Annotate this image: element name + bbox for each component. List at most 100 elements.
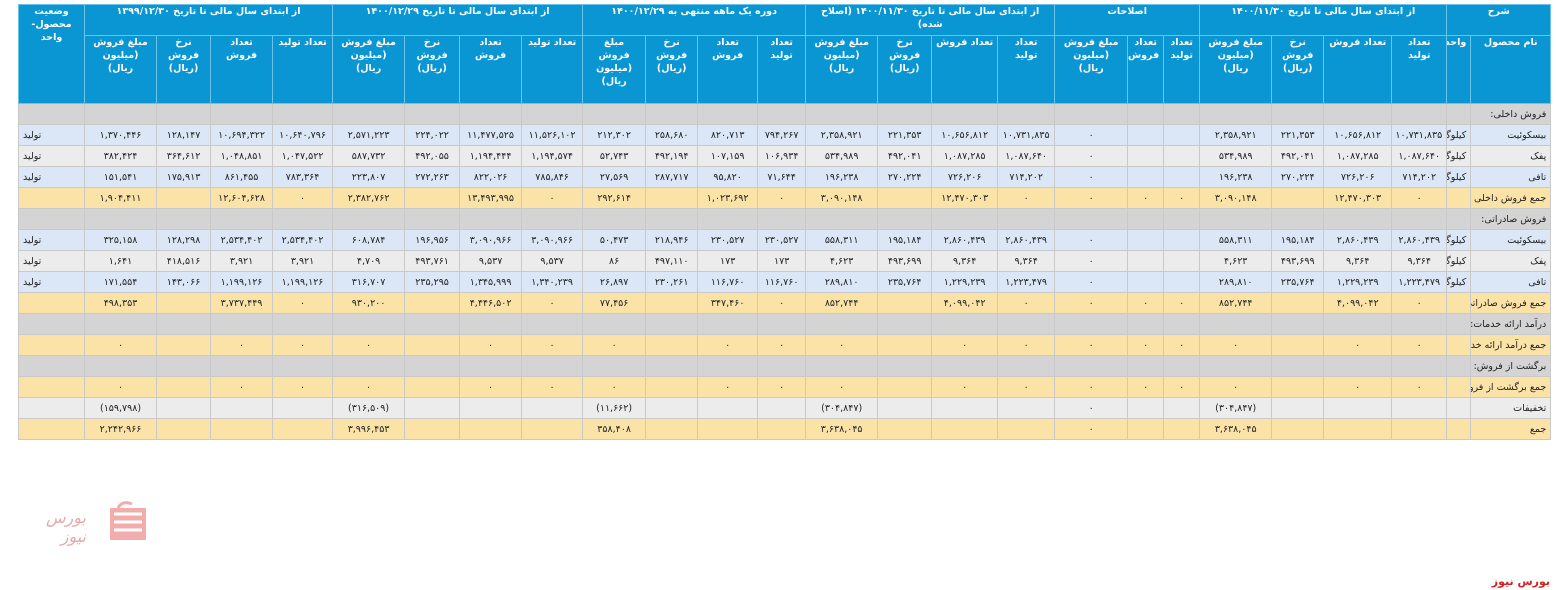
- empty-cell: [1054, 355, 1129, 377]
- value-cell: ۱۲,۴۷۰,۳۰۳: [1323, 187, 1393, 209]
- value-cell: [156, 292, 212, 314]
- row-label: پفک: [1470, 250, 1552, 272]
- value-cell: ۴۹۳,۶۹۹: [1271, 250, 1325, 272]
- value-cell: ۰: [757, 334, 807, 356]
- value-cell: ۱۲,۴۷۰,۳۰۳: [931, 187, 999, 209]
- empty-cell: [1054, 103, 1129, 125]
- empty-cell: [997, 313, 1056, 335]
- table-row: بیسکوئیتکیلوگرم۲,۸۶۰,۴۳۹۲,۸۶۰,۴۳۹۱۹۵,۱۸۴…: [18, 229, 1552, 251]
- value-cell: [645, 292, 699, 314]
- value-cell: [156, 397, 212, 419]
- value-cell: ۰: [1054, 292, 1129, 314]
- empty-cell: [459, 313, 523, 335]
- total-row: جمع فروش داخلی ۰ ۱۲,۴۷۰,۳۰۳ ۳,۰۹۰,۱۴۸ ۰ ۰ ۰ ۰ ۱۲…: [18, 187, 1552, 209]
- empty-cell: [645, 103, 699, 125]
- value-cell: ۱۰,۷۳۱,۸۳۵: [997, 124, 1056, 146]
- value-cell: ۰: [459, 376, 523, 398]
- value-cell: ۸۶: [582, 250, 647, 272]
- value-cell: ۰: [757, 292, 807, 314]
- row-label: پفک: [1470, 145, 1552, 167]
- column-header: مبلغ فروش (میلیون ریال): [582, 35, 647, 104]
- empty-cell: [1054, 313, 1129, 335]
- value-cell: ۳۵۸,۴۰۸: [582, 418, 647, 440]
- value-cell: [877, 334, 933, 356]
- value-cell: ۵۲,۷۴۳: [582, 145, 647, 167]
- value-cell: ۳,۰۹۰,۱۴۸: [1199, 187, 1273, 209]
- value-cell: [645, 418, 699, 440]
- empty-cell: [521, 355, 584, 377]
- header-group-row: شرح از ابتدای سال مالی تا تاریخ ۱۴۰۰/۱۱/…: [18, 4, 1552, 104]
- value-cell: [1127, 418, 1165, 440]
- value-cell: ۰: [1199, 376, 1273, 398]
- empty-cell: [83, 208, 158, 230]
- unit-cell: [1446, 334, 1472, 356]
- empty-cell: [156, 103, 212, 125]
- value-cell: ۱,۲۲۳,۴۷۹: [997, 271, 1056, 293]
- empty-cell: [1199, 313, 1273, 335]
- value-cell: [156, 376, 212, 398]
- section-header-row: فروش داخلی:: [18, 103, 1552, 125]
- value-cell: ۱,۰۸۷,۲۸۵: [931, 145, 999, 167]
- group-header-ytd-1400-12-29: از ابتدای سال مالی تا تاریخ ۱۴۰۰/۱۲/۲۹: [332, 4, 584, 36]
- value-cell: [645, 376, 699, 398]
- empty-cell: [332, 355, 406, 377]
- value-cell: ۱,۰۲۳,۶۹۲: [697, 187, 759, 209]
- value-cell: ۰: [1391, 292, 1448, 314]
- value-cell: ۰: [1323, 334, 1393, 356]
- empty-cell: [1446, 355, 1472, 377]
- value-cell: [1127, 124, 1165, 146]
- value-cell: ۰: [1054, 334, 1129, 356]
- value-cell: ۴۹۲,۱۹۴: [645, 145, 699, 167]
- value-cell: ۳,۷۳۷,۴۴۹: [210, 292, 274, 314]
- value-cell: ۱۹۶,۲۳۸: [805, 166, 879, 188]
- value-cell: ۷۸۳,۳۶۴: [272, 166, 334, 188]
- empty-cell: [521, 208, 584, 230]
- value-cell: ۸۲۰,۷۱۳: [697, 124, 759, 146]
- value-cell: [697, 397, 759, 419]
- empty-cell: [1163, 355, 1201, 377]
- value-cell: ۲۷,۵۶۹: [582, 166, 647, 188]
- value-cell: ۰: [997, 187, 1056, 209]
- empty-cell: [83, 103, 158, 125]
- row-label: تخفیفات: [1470, 397, 1552, 419]
- value-cell: [1271, 397, 1325, 419]
- empty-cell: [1127, 355, 1165, 377]
- empty-cell: [1446, 313, 1472, 335]
- value-cell: [521, 418, 584, 440]
- value-cell: [1163, 145, 1201, 167]
- empty-cell: [805, 313, 879, 335]
- value-cell: [1271, 292, 1325, 314]
- value-cell: ۱,۱۹۴,۴۴۴: [459, 145, 523, 167]
- value-cell: ۲,۲۴۲,۹۶۶: [83, 418, 158, 440]
- unit-cell: کیلوگرم: [1446, 250, 1472, 272]
- total-row: جمع فروش صادراتی ۰ ۴,۰۹۹,۰۴۲ ۸۵۲,۷۴۴ ۰ ۰ ۰ ۰ ۴,۰…: [18, 292, 1552, 314]
- value-cell: ۰: [210, 334, 274, 356]
- value-cell: ۲۲۱,۳۵۳: [1271, 124, 1325, 146]
- value-cell: ۵۰,۴۷۳: [582, 229, 647, 251]
- value-cell: ۱,۳۴۰,۲۳۹: [521, 271, 584, 293]
- value-cell: ۳,۰۹۰,۱۴۸: [805, 187, 879, 209]
- value-cell: ۲۹۲,۶۱۴: [582, 187, 647, 209]
- value-cell: ۰: [1391, 187, 1448, 209]
- value-cell: ۶۰۸,۷۸۴: [332, 229, 406, 251]
- empty-cell: [582, 208, 647, 230]
- value-cell: ۳۴۷,۴۶۰: [697, 292, 759, 314]
- empty-cell: [272, 103, 334, 125]
- value-cell: ۲,۳۵۸,۹۲۱: [1199, 124, 1273, 146]
- value-cell: ۰: [1054, 271, 1129, 293]
- empty-cell: [582, 313, 647, 335]
- value-cell: ۲۷۲,۲۶۳: [404, 166, 461, 188]
- value-cell: ۲,۵۳۴,۴۰۲: [210, 229, 274, 251]
- empty-cell: [931, 208, 999, 230]
- status-cell: تولید: [18, 166, 85, 188]
- value-cell: ۰: [1163, 187, 1201, 209]
- empty-cell: [156, 313, 212, 335]
- empty-cell: [83, 313, 158, 335]
- empty-cell: [1323, 208, 1393, 230]
- empty-cell: [1163, 103, 1201, 125]
- column-header: واحد: [1446, 35, 1472, 104]
- empty-cell: [1271, 313, 1325, 335]
- value-cell: ۱,۳۷۰,۴۴۶: [83, 124, 158, 146]
- value-cell: [877, 376, 933, 398]
- empty-cell: [332, 313, 406, 335]
